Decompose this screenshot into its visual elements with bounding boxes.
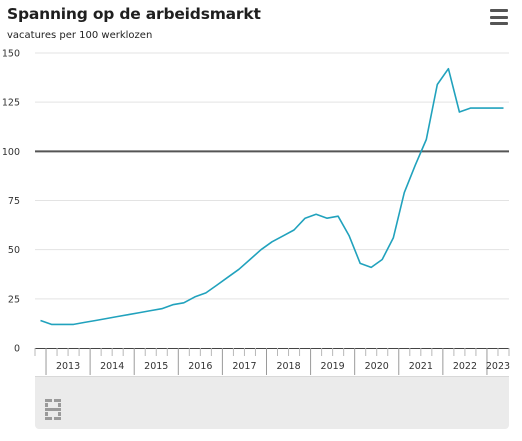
x-tick-label: 2021	[409, 361, 433, 372]
x-tick-label: 2015	[144, 361, 168, 372]
series-lines	[40, 67, 504, 326]
hamburger-menu-icon[interactable]	[490, 9, 508, 25]
x-tick-label: 2013	[56, 361, 80, 372]
x-tick-label: 2017	[232, 361, 256, 372]
x-tick-label: 2023	[486, 361, 510, 372]
y-tick-label: 100	[2, 147, 20, 158]
x-tick-label: 2019	[321, 361, 345, 372]
series-line	[40, 67, 504, 326]
y-tick-label: 0	[14, 344, 20, 355]
chart-subtitle: vacatures per 100 werklozen	[7, 30, 153, 41]
cbs-logo-icon	[45, 399, 61, 425]
x-axis: 2013 2014 2015 2016 2017 2018 2019 2020 2021 2022…	[34, 348, 510, 375]
y-tick-label: 25	[8, 294, 20, 305]
y-tick-label: 50	[8, 245, 20, 256]
x-tick-label: 2022	[453, 361, 477, 372]
y-axis-ticks: 0 25 50 75 100 125 150	[2, 49, 20, 355]
x-tick-label: 2014	[100, 361, 124, 372]
x-tick-label: 2016	[188, 361, 212, 372]
chart-title: Spanning op de arbeidsmarkt	[7, 5, 261, 23]
y-tick-label: 75	[8, 196, 20, 207]
x-tick-label: 2020	[365, 361, 389, 372]
x-tick-label: 2018	[276, 361, 300, 372]
y-tick-label: 125	[2, 98, 20, 109]
range-navigator[interactable]	[35, 376, 509, 429]
grid-lines	[35, 52, 509, 300]
y-tick-label: 150	[2, 49, 20, 60]
